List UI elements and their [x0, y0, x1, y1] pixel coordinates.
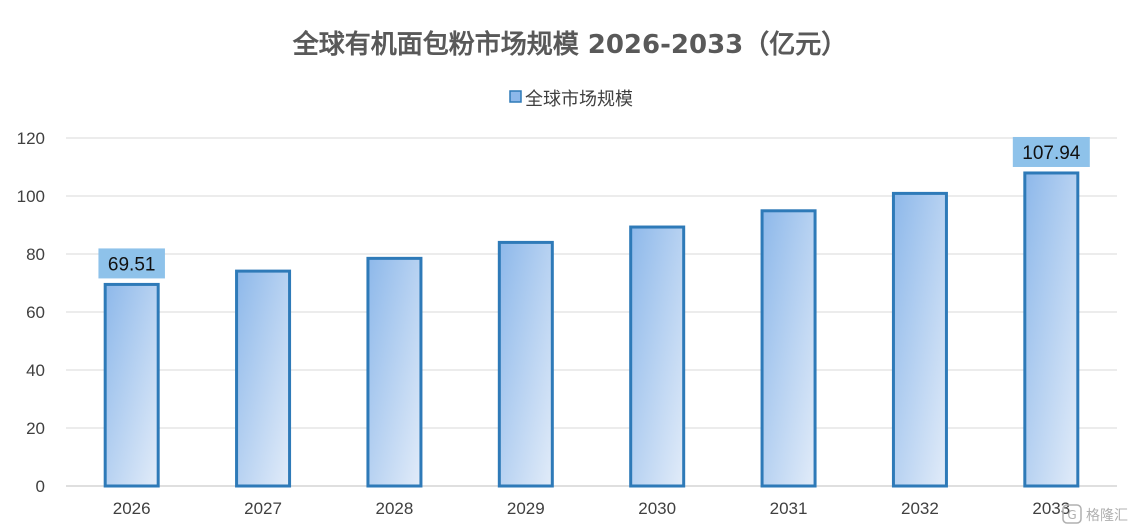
y-tick-label: 20 [26, 419, 45, 438]
bar-2029 [497, 240, 554, 488]
y-axis-ticks: 0 20 40 60 80 100 120 [17, 129, 45, 496]
bars [103, 171, 1080, 488]
x-axis-ticks: 2026 2027 2028 2029 2030 2031 2032 2033 [113, 499, 1070, 518]
x-tick-label: 2026 [113, 499, 151, 518]
gelonghui-logo-icon: G [1062, 504, 1082, 524]
y-tick-label: 40 [26, 361, 45, 380]
bar-2028 [366, 256, 423, 488]
gridlines [66, 137, 1117, 487]
y-tick-label: 60 [26, 303, 45, 322]
legend-swatch [509, 90, 522, 103]
x-tick-label: 2027 [244, 499, 282, 518]
bar-2031 [760, 209, 817, 488]
svg-text:G: G [1067, 508, 1076, 522]
data-labels: 69.51 107.94 [98, 136, 1090, 279]
watermark: G 格隆汇 [1062, 504, 1128, 524]
y-tick-label: 120 [17, 129, 45, 148]
y-tick-label: 0 [36, 477, 45, 496]
data-label: 107.94 [1022, 143, 1081, 164]
chart-title: 全球有机面包粉市场规模 2026-2033（亿元） [292, 29, 848, 60]
x-tick-label: 2030 [638, 499, 676, 518]
bar-2030 [629, 225, 686, 488]
x-tick-label: 2033 [1032, 499, 1070, 518]
data-label-bg [1012, 136, 1090, 167]
x-tick-label: 2028 [376, 499, 414, 518]
data-label-bg [98, 248, 165, 279]
bar-2032 [891, 191, 948, 488]
bar-2033 [1023, 171, 1080, 488]
x-tick-label: 2029 [507, 499, 545, 518]
legend: 全球市场规模 [509, 89, 633, 110]
legend-label: 全球市场规模 [525, 89, 633, 110]
watermark-text: 格隆汇 [1086, 508, 1128, 524]
y-tick-label: 80 [26, 245, 45, 264]
bar-2026 [103, 282, 160, 488]
x-tick-label: 2031 [770, 499, 808, 518]
x-tick-label: 2032 [901, 499, 939, 518]
bar-2027 [235, 269, 292, 488]
data-label: 69.51 [108, 254, 156, 275]
y-tick-label: 100 [17, 187, 45, 206]
